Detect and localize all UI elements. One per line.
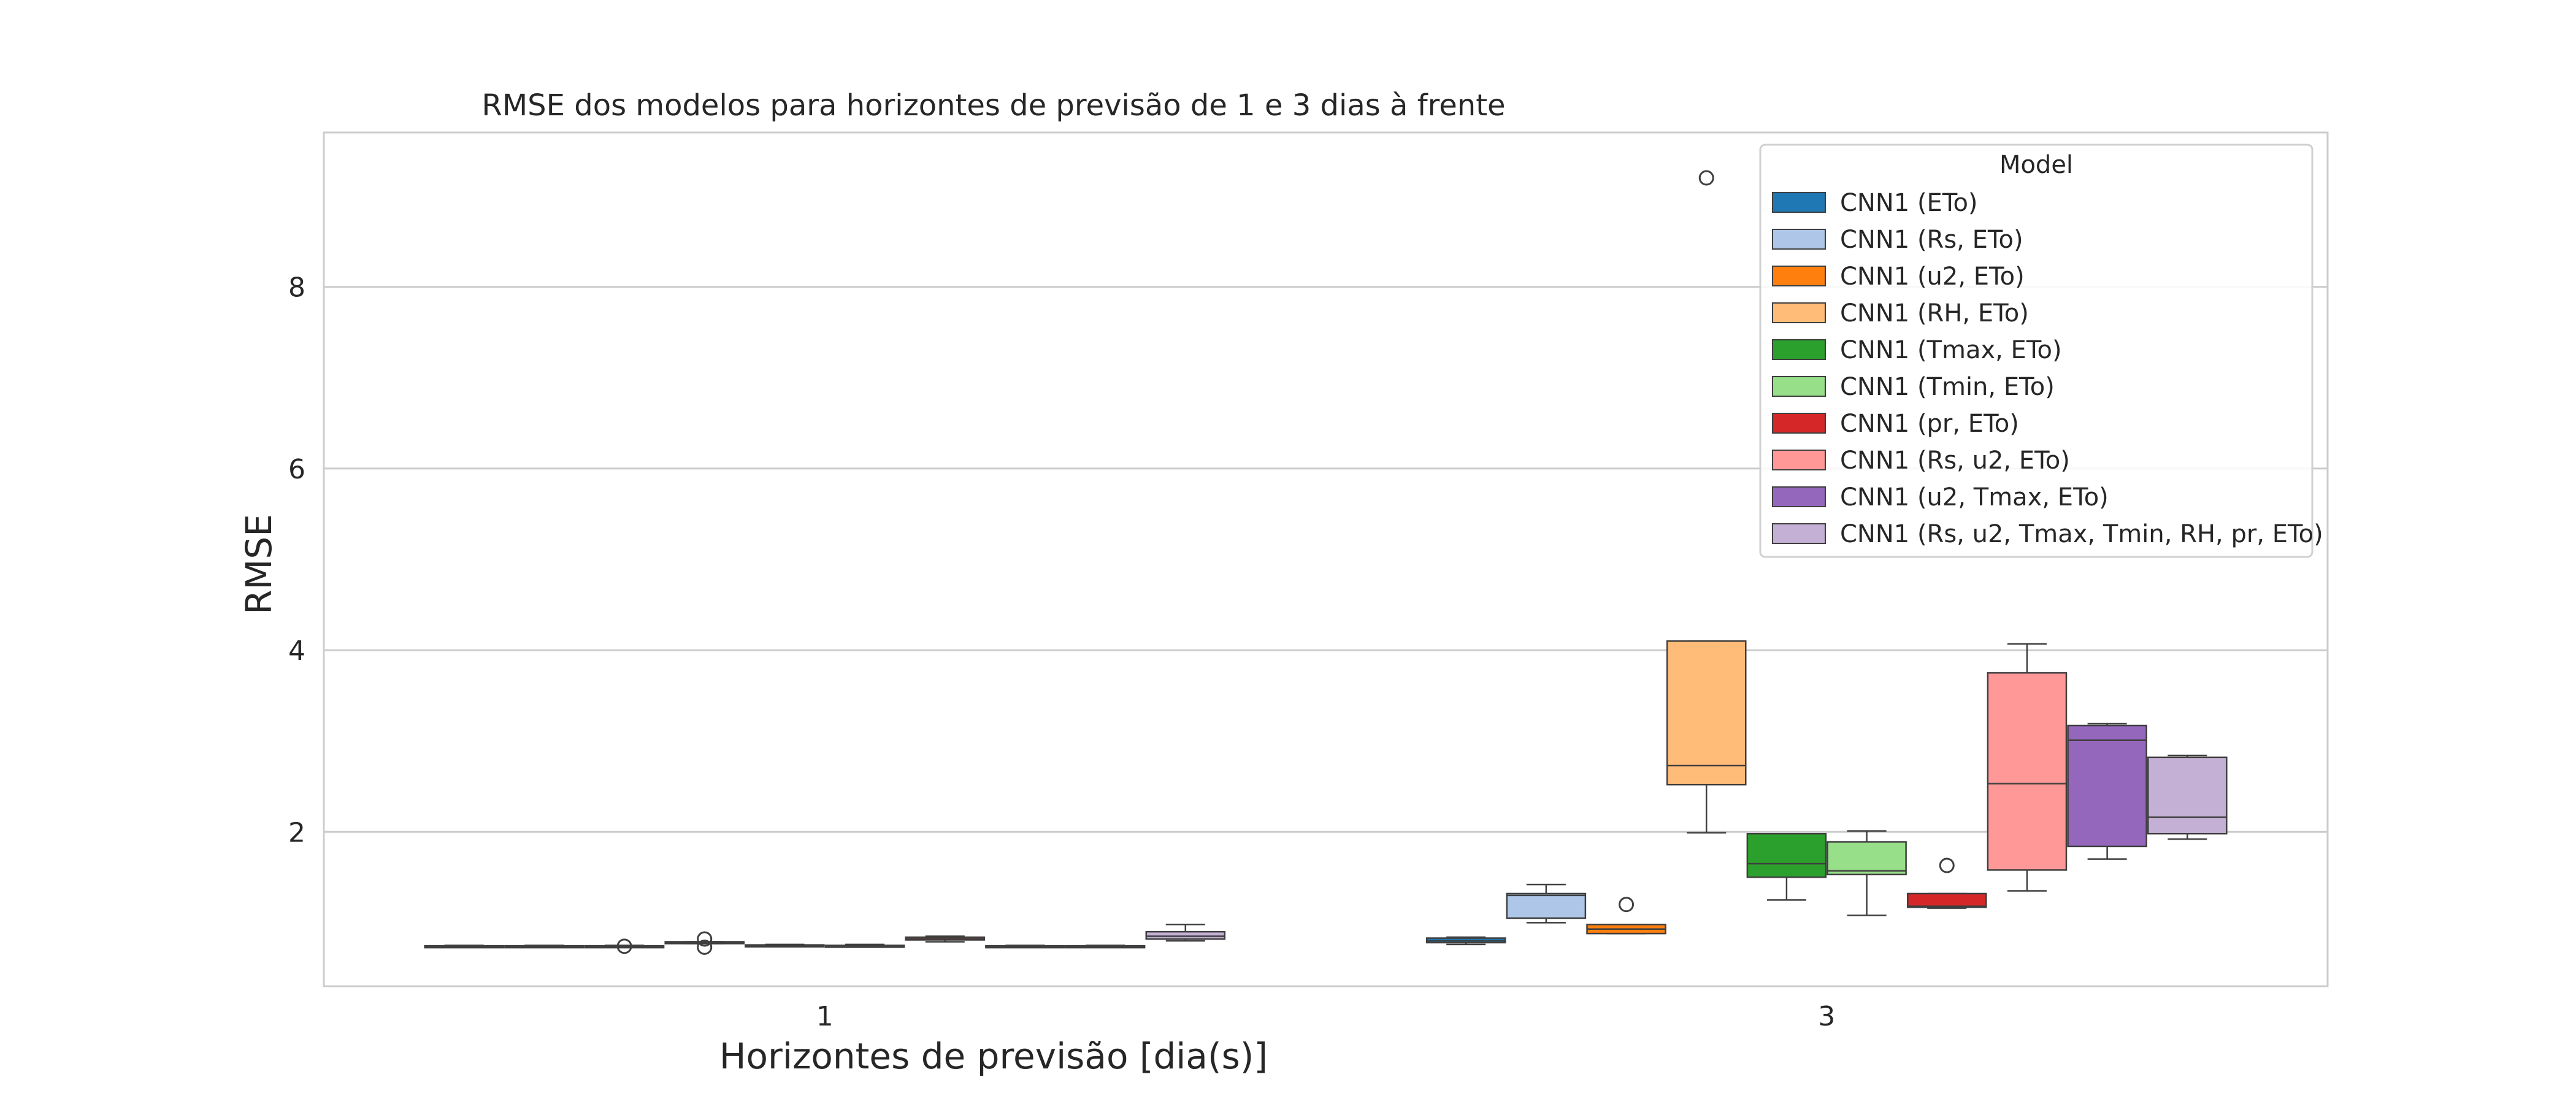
legend-label: CNN1 (ETo) <box>1840 189 1978 217</box>
legend-label: CNN1 (u2, Tmax, ETo) <box>1840 483 2109 512</box>
legend-swatch <box>1772 302 1826 323</box>
y-tick-label: 4 <box>288 635 305 667</box>
box-iqr <box>1145 930 1226 940</box>
box-iqr <box>1827 841 1907 876</box>
box-7-0 <box>985 945 1065 949</box>
y-axis-ticks: 2 4 6 8 <box>288 272 305 849</box>
chart-title: RMSE dos modelos para horizontes de prev… <box>481 88 1505 123</box>
box-iqr <box>2067 724 2147 848</box>
legend-swatch <box>1772 413 1826 434</box>
legend-label: CNN1 (u2, ETo) <box>1840 263 2025 291</box>
legend-swatch <box>1772 450 1826 470</box>
legend-label: CNN1 (Rs, u2, ETo) <box>1840 447 2070 475</box>
legend-frame <box>1759 144 2313 558</box>
legend-swatch <box>1772 192 1826 213</box>
y-tick-label: 2 <box>288 817 305 848</box>
legend-label: CNN1 (Tmin, ETo) <box>1840 373 2055 401</box>
x-tick-label: 3 <box>1818 1001 1835 1032</box>
x-tick-label: 1 <box>816 1001 834 1032</box>
box-iqr <box>1987 672 2068 871</box>
box-8-0 <box>1065 945 1146 949</box>
legend-label: CNN1 (Tmax, ETo) <box>1840 336 2062 364</box>
legend-swatch <box>1772 266 1826 286</box>
legend-items: CNN1 (ETo) CNN1 (Rs, ETo) CNN1 (u2, ETo) CN… <box>1772 189 2323 548</box>
box-9-1 <box>2147 754 2228 840</box>
legend-title: Model <box>1999 151 2073 179</box>
legend-label: CNN1 (Rs, u2, Tmax, Tmin, RH, pr, ETo) <box>1840 520 2323 548</box>
box-iqr <box>1666 640 1747 786</box>
x-axis-label: Horizontes de previsão [dia(s)] <box>719 1035 1268 1077</box>
legend-swatch <box>1772 376 1826 397</box>
box-iqr <box>1746 832 1827 878</box>
y-axis-label: RMSE <box>238 514 280 615</box>
legend-label: CNN1 (pr, ETo) <box>1840 410 2019 438</box>
box-2-0 <box>584 938 665 954</box>
box-5-0 <box>824 943 905 948</box>
box-7-1 <box>1987 643 2068 892</box>
y-tick-label: 6 <box>288 454 305 485</box>
plot-area-frame <box>323 131 2329 987</box>
box-iqr <box>1506 892 1587 919</box>
box-iqr <box>1906 892 1987 908</box>
box-1-1 <box>1506 883 1587 924</box>
legend-swatch <box>1772 339 1826 360</box>
outlier-point <box>697 939 713 955</box>
box-9-0 <box>1145 924 1226 942</box>
y-tick-label: 8 <box>288 272 305 304</box>
box-8-1 <box>2067 723 2147 860</box>
box-3-0 <box>664 931 745 955</box>
legend-label: CNN1 (Rs, ETo) <box>1840 226 2023 254</box>
outlier-point <box>1939 857 1955 873</box>
box-0-1 <box>1425 936 1506 946</box>
outlier-point <box>1698 170 1714 186</box>
box-0-0 <box>424 945 504 949</box>
box-6-0 <box>905 935 986 943</box>
box-2-1 <box>1586 897 1666 935</box>
outlier-point <box>616 938 632 954</box>
box-1-0 <box>504 945 585 949</box>
box-4-1 <box>1746 832 1827 901</box>
box-3-1 <box>1666 170 1747 834</box>
legend-swatch <box>1772 523 1826 544</box>
legend-swatch <box>1772 486 1826 507</box>
legend-swatch <box>1772 229 1826 250</box>
box-4-0 <box>745 943 825 948</box>
legend-label: CNN1 (RH, ETo) <box>1840 299 2029 328</box>
box-6-1 <box>1906 857 1987 909</box>
box-series <box>424 170 2228 955</box>
legend: Model CNN1 (ETo) CNN1 (Rs, ETo) CNN1 (u2, … <box>1759 144 2323 558</box>
box-iqr <box>2147 756 2228 835</box>
outlier-point <box>697 931 713 947</box>
box-5-1 <box>1827 830 1907 916</box>
outlier-point <box>1619 897 1635 913</box>
